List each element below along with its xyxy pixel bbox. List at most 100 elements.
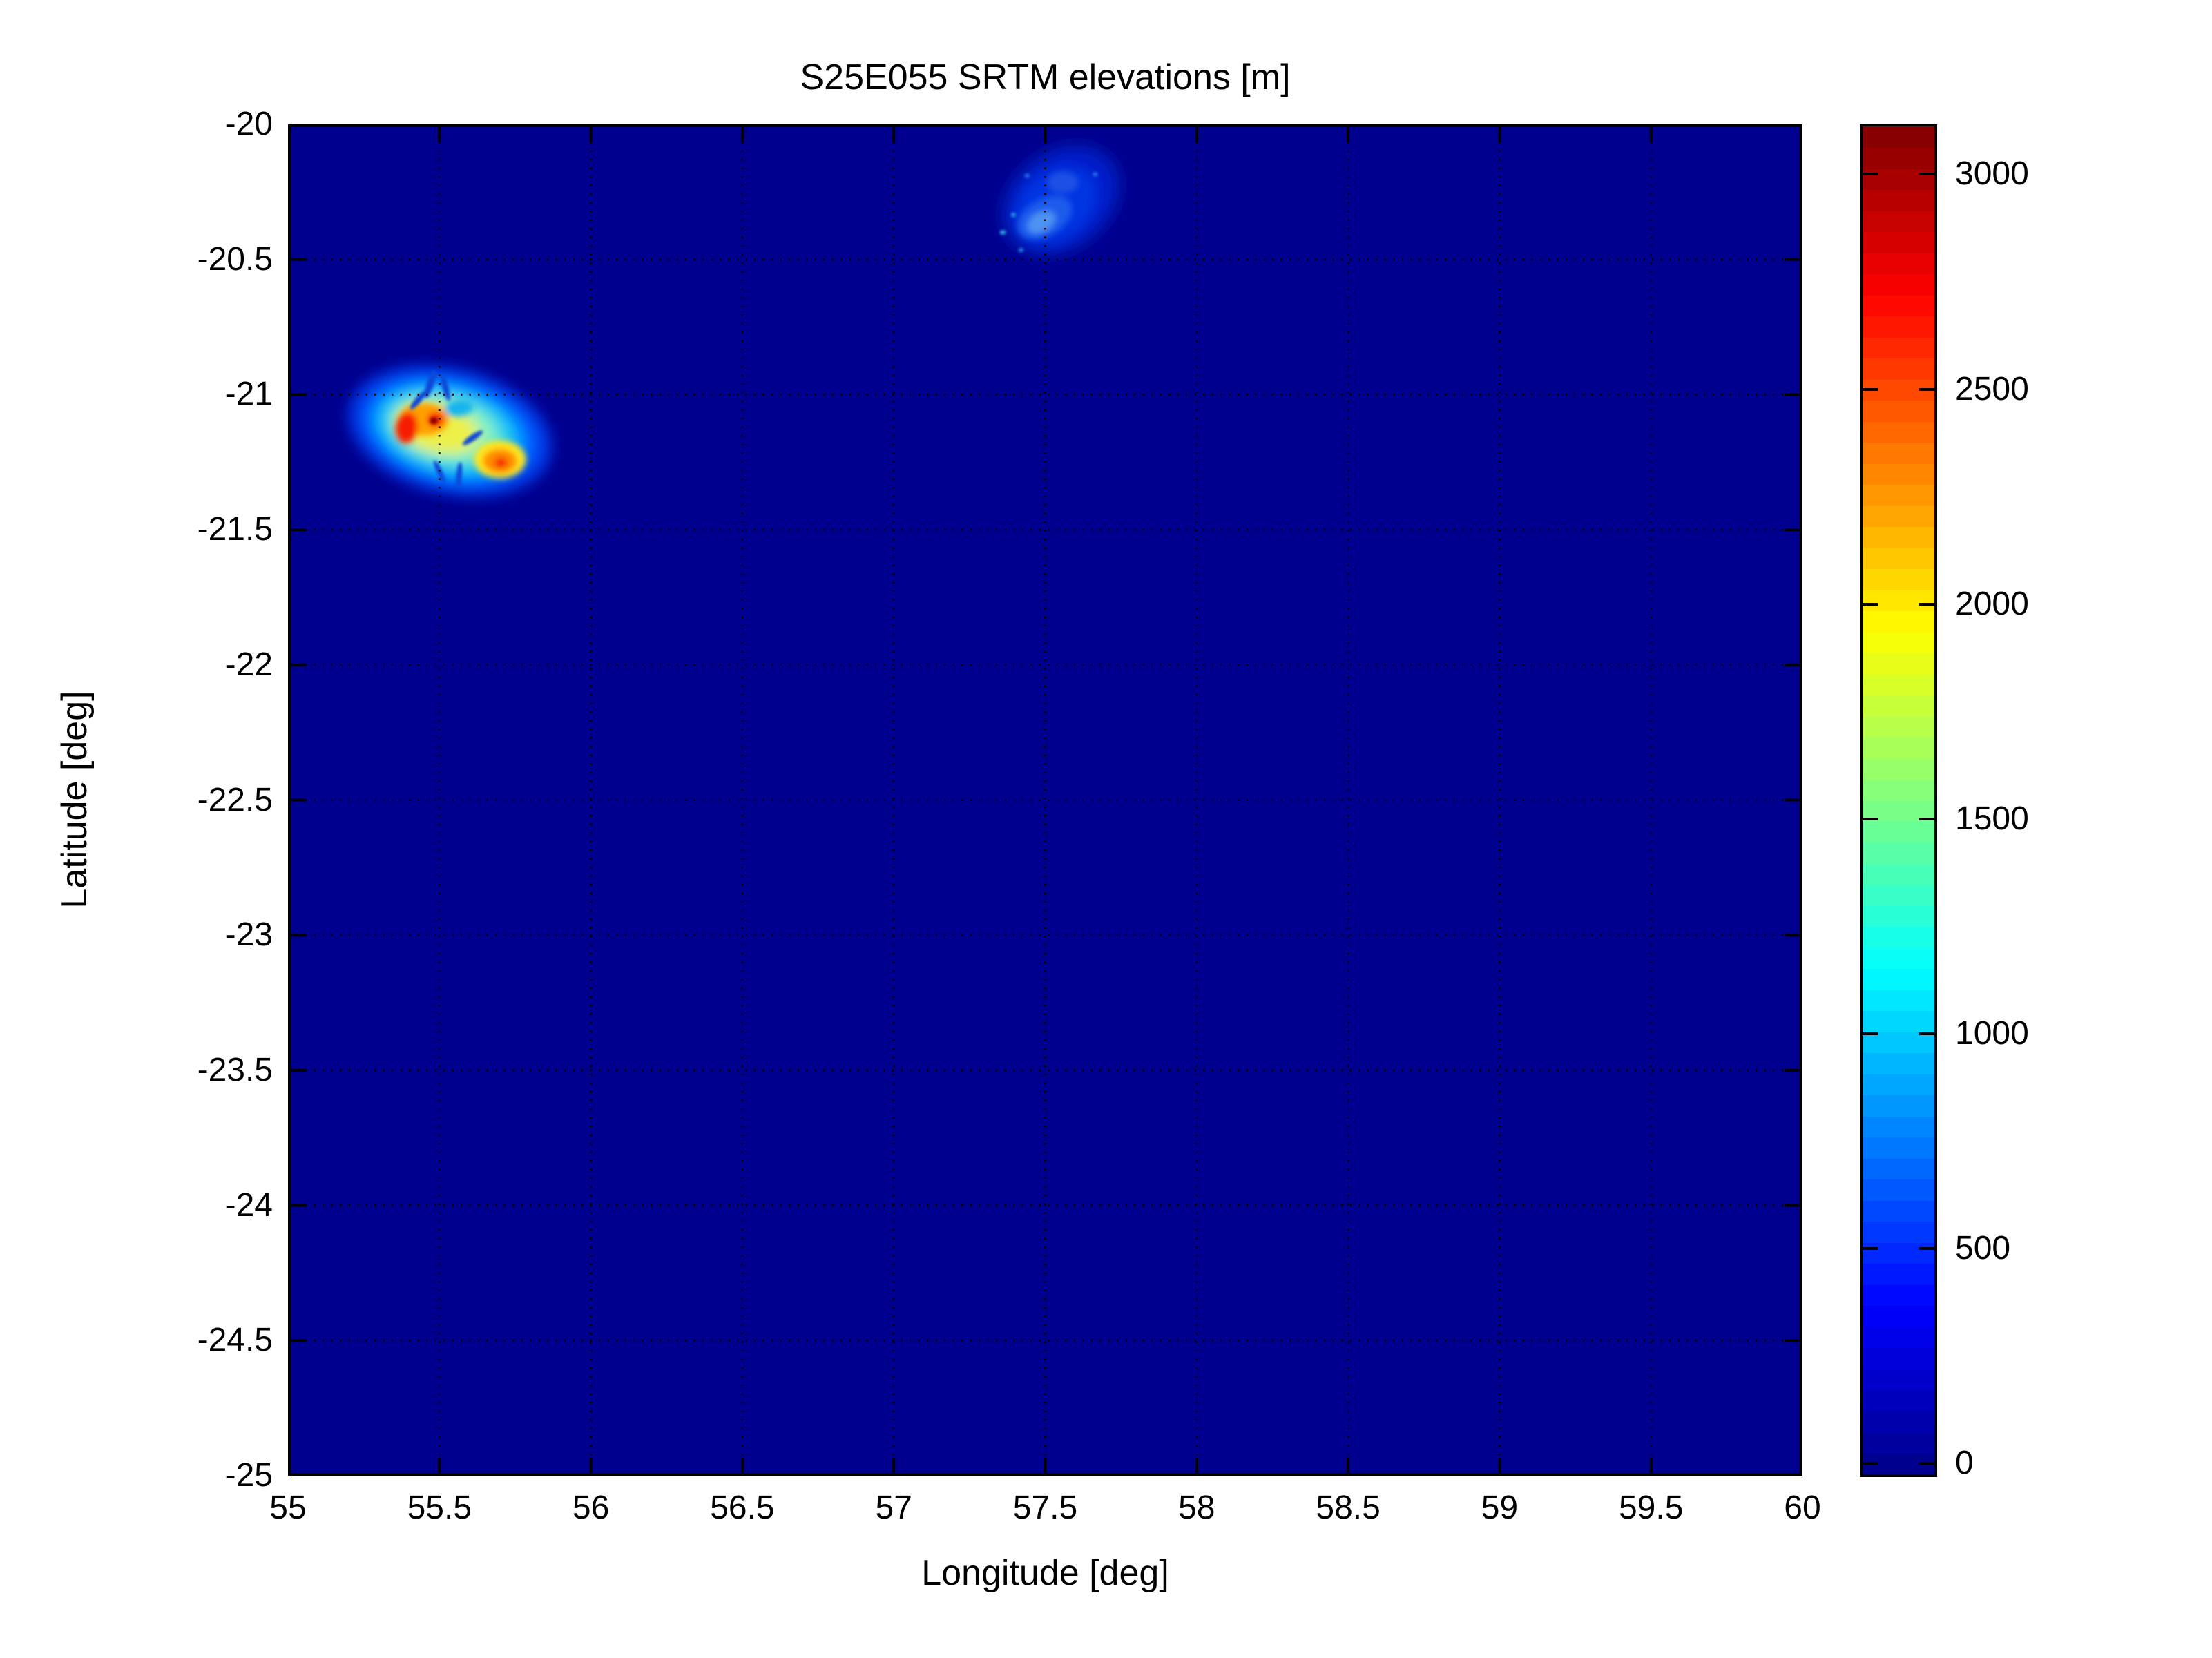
colorbar-band (1863, 358, 1934, 380)
colorbar-tick (1863, 1247, 1878, 1251)
island-west-high (444, 400, 474, 416)
y-tick-label: -23 (224, 916, 273, 954)
y-tick-label: -25 (224, 1457, 273, 1494)
colorbar-band (1863, 884, 1934, 906)
colorbar-tick-label: 2500 (1955, 370, 2029, 407)
colorbar-band (1863, 1284, 1934, 1307)
colorbar-band (1863, 862, 1934, 885)
island-layer-group-detail (395, 171, 1079, 479)
colorbar-band (1863, 210, 1934, 233)
colorbar-tick (1919, 1462, 1934, 1465)
colorbar-band (1863, 484, 1934, 506)
axis-ticks (288, 124, 1802, 1476)
colorbar-band (1863, 905, 1934, 927)
colorbar-band (1863, 778, 1934, 801)
colorbar-tick (1919, 1032, 1934, 1036)
island-west-high (494, 457, 508, 468)
island-northeast-low (1093, 172, 1098, 177)
x-tick-label: 57.5 (1012, 1490, 1078, 1526)
colorbar-band (1863, 1304, 1934, 1327)
colorbar-band (1863, 421, 1934, 443)
colorbar-band (1863, 1263, 1934, 1285)
colorbar-band (1863, 1199, 1934, 1222)
colorbar-band (1863, 968, 1934, 990)
colorbar-tick (1919, 602, 1934, 606)
island-northeast-low (1027, 211, 1056, 234)
colorbar-band (1863, 820, 1934, 843)
x-tick-label: 55.5 (407, 1490, 472, 1526)
colorbar-tick (1863, 173, 1878, 176)
colorbar-band (1863, 652, 1934, 675)
colorbar-band (1863, 316, 1934, 338)
colorbar-band (1863, 189, 1934, 211)
island-west-high (441, 374, 450, 401)
x-tick-label: 59.5 (1618, 1490, 1684, 1526)
colorbar-tick-label: 500 (1955, 1230, 2011, 1267)
plot-area (288, 124, 1802, 1476)
colorbar-tick (1919, 1247, 1934, 1251)
colorbar-band (1863, 989, 1934, 1012)
y-tick-label: -23.5 (197, 1051, 273, 1088)
colorbar-band (1863, 1347, 1934, 1369)
colorbar-tick (1863, 387, 1878, 391)
colorbar-tick (1863, 1462, 1878, 1465)
island-northeast-low (1047, 171, 1079, 193)
y-axis-label: Latitude [deg] (55, 691, 95, 909)
colorbar-tick-label: 3000 (1955, 155, 2029, 193)
island-west-high (410, 390, 427, 409)
y-tick-label: -21.5 (197, 511, 273, 548)
colorbar-band (1863, 694, 1934, 717)
colorbar-band (1863, 842, 1934, 864)
colorbar-band (1863, 252, 1934, 275)
colorbar-band (1863, 589, 1934, 612)
colorbar-band (1863, 231, 1934, 253)
colorbar-tick-label: 1500 (1955, 800, 2029, 837)
colorbar-band (1863, 1095, 1934, 1117)
colorbar-band (1863, 126, 1934, 148)
island-northeast-low (1024, 173, 1030, 178)
y-tick-label: -24.5 (197, 1322, 273, 1359)
colorbar-band (1863, 400, 1934, 422)
island-west-high (434, 460, 445, 483)
y-tick-label: -21 (224, 376, 273, 413)
colorbar-band (1863, 547, 1934, 570)
colorbar-band (1863, 947, 1934, 970)
colorbar-band (1863, 926, 1934, 948)
axes-border (288, 124, 1802, 1476)
elevation-heatmap (288, 124, 1802, 1476)
colorbar-band (1863, 273, 1934, 296)
island-northeast-low (999, 230, 1006, 235)
y-tick-label: -20 (224, 106, 273, 142)
colorbar-band (1863, 736, 1934, 759)
colorbar-band (1863, 505, 1934, 528)
island-northeast-low (1010, 213, 1016, 217)
colorbar-band (1863, 1389, 1934, 1411)
y-tick-label: -22.5 (197, 781, 273, 818)
colorbar-tick (1919, 387, 1934, 391)
colorbar-tick (1919, 173, 1934, 176)
colorbar-tick-label: 1000 (1955, 1015, 2029, 1052)
colorbar-band (1863, 1073, 1934, 1096)
x-tick-label: 56 (572, 1490, 610, 1526)
colorbar-band (1863, 1326, 1934, 1349)
colorbar-band (1863, 294, 1934, 317)
colorbar-tick-label: 0 (1955, 1445, 1974, 1482)
island-west-high (424, 369, 436, 398)
x-tick-label: 58 (1178, 1490, 1215, 1526)
colorbar-band (1863, 168, 1934, 191)
colorbar-band (1863, 1137, 1934, 1159)
colorbar (1860, 124, 1937, 1477)
colorbar-band (1863, 1431, 1934, 1454)
colorbar-tick (1863, 817, 1878, 820)
island-layer-group-fine (410, 172, 1098, 490)
colorbar-band (1863, 1115, 1934, 1138)
colorbar-band (1863, 715, 1934, 738)
colorbar-gradient (1863, 126, 1934, 1474)
x-tick-label: 59 (1481, 1490, 1519, 1526)
x-tick-label: 57 (875, 1490, 912, 1526)
colorbar-band (1863, 631, 1934, 654)
x-tick-label: 55 (269, 1490, 307, 1526)
colorbar-band (1863, 610, 1934, 633)
colorbar-tick-label: 2000 (1955, 585, 2029, 622)
